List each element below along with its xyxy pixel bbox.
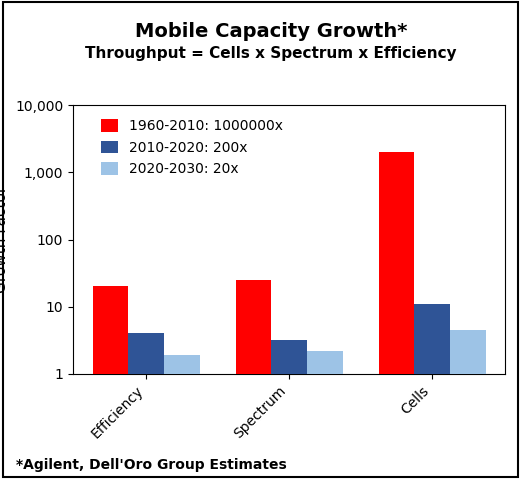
Bar — [378, 152, 414, 479]
Bar — [450, 330, 486, 479]
Bar — [235, 280, 271, 479]
Bar — [414, 304, 450, 479]
Y-axis label: Growth Factor: Growth Factor — [0, 186, 9, 293]
Legend: 1960-2010: 1000000x, 2010-2020: 200x, 2020-2030: 20x: 1960-2010: 1000000x, 2010-2020: 200x, 20… — [97, 115, 287, 181]
Text: Mobile Capacity Growth*: Mobile Capacity Growth* — [135, 22, 407, 41]
Bar — [93, 286, 128, 479]
Bar — [164, 355, 200, 479]
Bar — [307, 351, 343, 479]
Text: *Agilent, Dell'Oro Group Estimates: *Agilent, Dell'Oro Group Estimates — [16, 458, 287, 472]
Bar — [271, 340, 307, 479]
Text: Throughput = Cells x Spectrum x Efficiency: Throughput = Cells x Spectrum x Efficien… — [85, 46, 457, 60]
Bar — [128, 333, 164, 479]
